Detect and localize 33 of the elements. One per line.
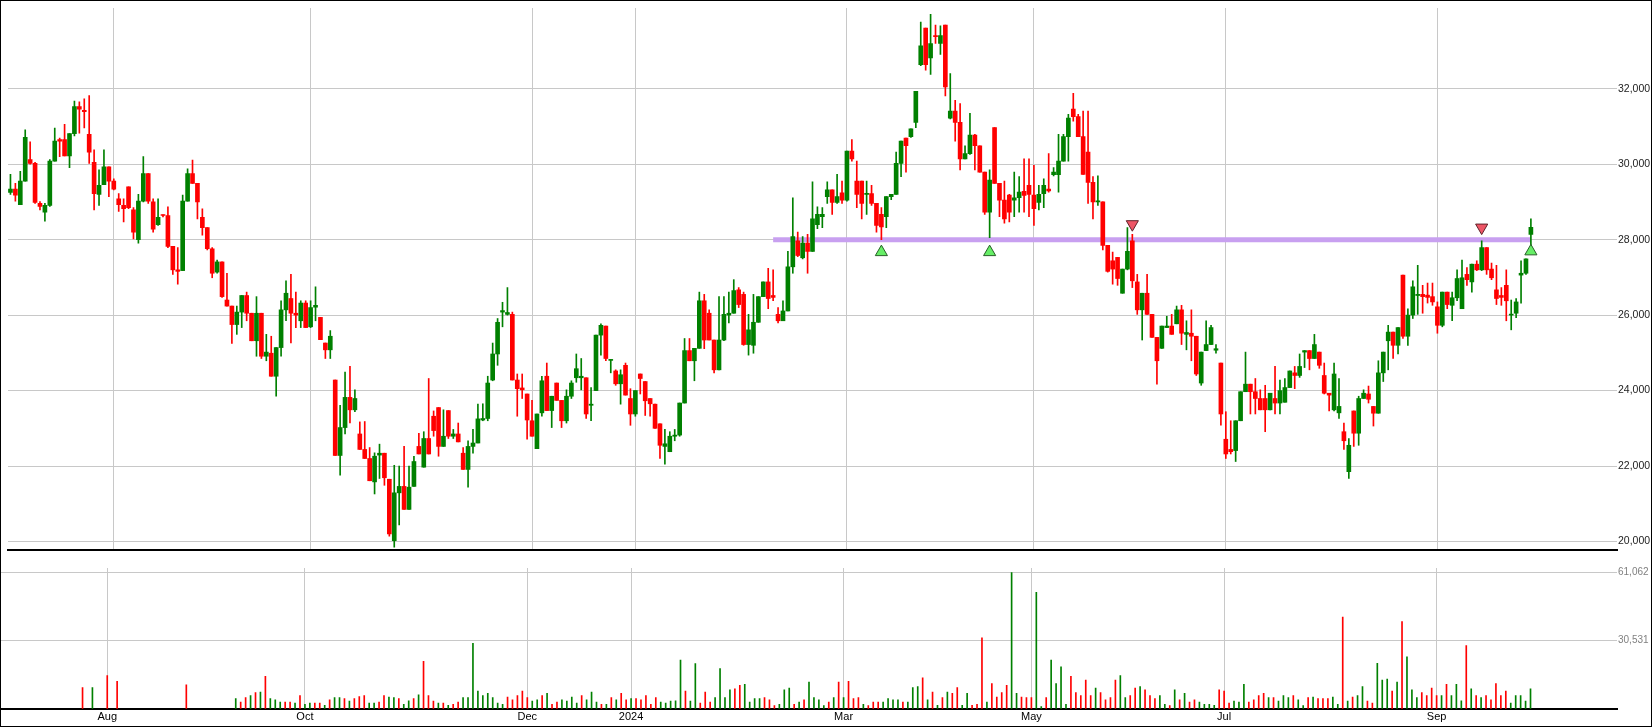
candlestick (608, 359, 614, 374)
x-tick-label: Mar (834, 710, 854, 723)
y-tick-label: 32,000 (1618, 81, 1651, 94)
candlestick (175, 247, 181, 285)
candlestick (588, 387, 594, 422)
candlestick (1262, 384, 1268, 433)
y-tick-label: 26,000 (1618, 308, 1651, 321)
x-tick-label: Jul (1217, 710, 1232, 723)
candlestick (947, 73, 953, 120)
candlestick (1021, 158, 1027, 213)
candlestick (426, 378, 432, 455)
y-tick-label: 24,000 (1618, 383, 1651, 396)
candlestick (1203, 320, 1209, 351)
y-tick-label: 20,000 (1618, 534, 1651, 547)
y-tick-label: 30,000 (1618, 157, 1651, 170)
y-tick-label: 22,000 (1618, 458, 1651, 471)
candlestick (662, 429, 668, 465)
y-tick-label: 61,062 (1618, 566, 1650, 578)
x-tick-label: 2024 (618, 710, 644, 723)
x-tick-label: Dec (517, 710, 538, 723)
y-tick-label: 30,531 (1618, 634, 1650, 646)
candlestick (834, 174, 840, 204)
candlestick (1011, 171, 1017, 217)
candlestick (770, 269, 776, 302)
candlestick (264, 334, 269, 362)
candlestick (1385, 324, 1391, 371)
candlestick (1292, 366, 1298, 390)
x-tick-label: May (1020, 710, 1043, 723)
candlestick (578, 358, 584, 391)
y-tick-label: 28,000 (1618, 232, 1651, 245)
x-tick-label: Aug (97, 710, 118, 723)
x-tick-label: Oct (296, 710, 314, 723)
x-tick-label: Sep (1426, 710, 1447, 723)
